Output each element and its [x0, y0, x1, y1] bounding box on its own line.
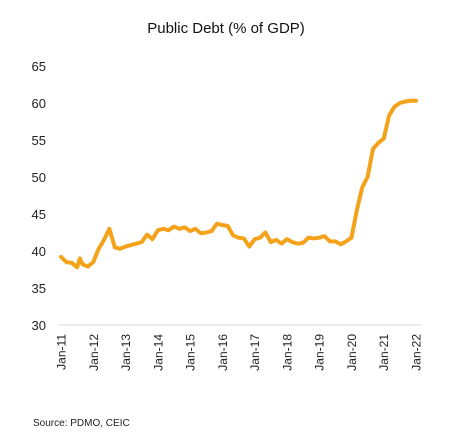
x-tick-label: Jan-13	[119, 334, 133, 371]
y-tick-label: 65	[32, 59, 46, 74]
x-tick-label: Jan-15	[184, 334, 198, 371]
y-tick-label: 45	[32, 207, 46, 222]
x-tick-label: Jan-14	[151, 334, 165, 371]
y-tick-label: 50	[32, 170, 46, 185]
x-tick-label: Jan-19	[313, 334, 327, 371]
y-tick-label: 40	[32, 244, 46, 259]
x-tick-label: Jan-12	[87, 334, 101, 371]
y-tick-label: 30	[32, 318, 46, 333]
series-line-public-debt	[59, 98, 418, 270]
chart-title: Public Debt (% of GDP)	[147, 20, 305, 37]
x-tick-label: Jan-20	[345, 334, 359, 371]
y-axis-ticks: 30 35 40 45 50 55 60 65	[32, 59, 46, 333]
y-tick-label: 35	[32, 281, 46, 296]
x-tick-label: Jan-21	[377, 334, 391, 371]
x-axis-ticks: Jan-11 Jan-12 Jan-13 Jan-14 Jan-15 Jan-16 Jan-…	[55, 334, 424, 371]
x-tick-label: Jan-11	[55, 334, 69, 370]
x-tick-label: Jan-16	[216, 334, 230, 371]
y-tick-label: 55	[32, 133, 46, 148]
x-tick-label: Jan-17	[248, 334, 262, 371]
x-tick-label: Jan-22	[410, 334, 424, 371]
source-note: Source: PDMO, CEIC	[33, 418, 130, 429]
y-tick-label: 60	[32, 96, 46, 111]
x-tick-label: Jan-18	[280, 334, 294, 371]
